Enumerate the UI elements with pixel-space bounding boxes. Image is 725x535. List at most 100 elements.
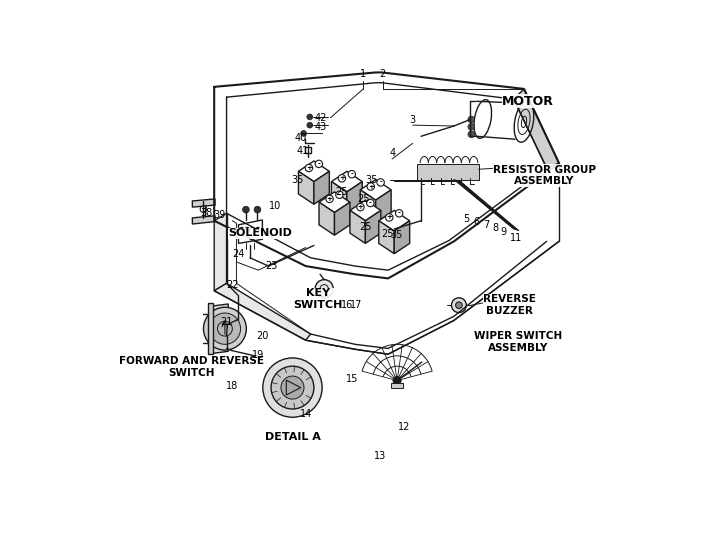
- Polygon shape: [347, 181, 362, 215]
- Polygon shape: [378, 210, 410, 231]
- Polygon shape: [391, 383, 403, 388]
- Text: 10: 10: [269, 201, 281, 211]
- Text: DETAIL A: DETAIL A: [265, 432, 321, 442]
- Text: 24: 24: [233, 249, 245, 259]
- Text: 13: 13: [373, 452, 386, 461]
- Text: -: -: [338, 192, 341, 198]
- Text: 8: 8: [492, 223, 498, 233]
- Polygon shape: [331, 181, 347, 215]
- Circle shape: [357, 203, 364, 211]
- Text: -: -: [369, 200, 372, 206]
- Text: 25: 25: [360, 222, 372, 232]
- Circle shape: [393, 377, 401, 385]
- Text: 17: 17: [349, 300, 362, 310]
- Text: -: -: [350, 171, 353, 177]
- Circle shape: [301, 131, 307, 136]
- Polygon shape: [299, 171, 314, 204]
- Text: 43: 43: [315, 122, 326, 132]
- Polygon shape: [304, 147, 310, 153]
- Text: 25: 25: [336, 187, 348, 197]
- Text: 19: 19: [252, 350, 265, 360]
- Circle shape: [200, 206, 207, 212]
- Text: REVERSE
BUZZER: REVERSE BUZZER: [483, 294, 536, 316]
- Text: 18: 18: [226, 381, 239, 391]
- Text: 12: 12: [398, 422, 410, 432]
- Text: +: +: [357, 204, 363, 210]
- Polygon shape: [239, 220, 262, 243]
- Polygon shape: [214, 284, 310, 340]
- Polygon shape: [207, 303, 212, 354]
- Text: 21: 21: [220, 317, 233, 327]
- Circle shape: [307, 123, 312, 128]
- Polygon shape: [360, 190, 376, 223]
- Circle shape: [307, 114, 312, 120]
- Text: 7: 7: [483, 220, 489, 230]
- Text: WIPER SWITCH
ASSEMBLY: WIPER SWITCH ASSEMBLY: [473, 332, 562, 353]
- Text: 35: 35: [390, 230, 402, 240]
- Polygon shape: [214, 213, 226, 291]
- Text: 5: 5: [463, 213, 469, 224]
- Text: FORWARD AND REVERSE
SWITCH: FORWARD AND REVERSE SWITCH: [119, 356, 264, 378]
- Text: +: +: [306, 165, 312, 171]
- Text: 38: 38: [200, 208, 212, 218]
- Circle shape: [336, 191, 343, 198]
- Polygon shape: [319, 192, 350, 212]
- Text: -: -: [379, 179, 382, 186]
- Polygon shape: [394, 221, 410, 254]
- Text: -: -: [398, 210, 401, 216]
- Circle shape: [386, 214, 393, 221]
- Circle shape: [305, 164, 312, 172]
- Polygon shape: [299, 161, 329, 181]
- Circle shape: [468, 124, 475, 130]
- Text: +: +: [339, 175, 345, 181]
- Circle shape: [367, 183, 374, 190]
- Text: 11: 11: [510, 233, 522, 243]
- Polygon shape: [417, 164, 478, 180]
- Text: 15: 15: [346, 374, 358, 384]
- Text: +: +: [386, 215, 392, 220]
- Polygon shape: [350, 200, 381, 221]
- Polygon shape: [314, 171, 329, 204]
- Text: 3: 3: [410, 115, 416, 125]
- Circle shape: [315, 160, 323, 167]
- Polygon shape: [365, 210, 381, 243]
- Circle shape: [338, 174, 346, 182]
- Text: 35: 35: [365, 174, 378, 185]
- Polygon shape: [192, 216, 215, 224]
- Circle shape: [271, 366, 314, 409]
- Text: 4: 4: [389, 148, 395, 158]
- Text: 25: 25: [381, 229, 394, 239]
- Text: 6: 6: [473, 217, 480, 226]
- Circle shape: [326, 195, 334, 203]
- Polygon shape: [514, 89, 559, 168]
- Polygon shape: [334, 202, 350, 235]
- Polygon shape: [376, 190, 391, 223]
- Text: 9: 9: [500, 227, 507, 237]
- Polygon shape: [360, 180, 391, 200]
- Circle shape: [367, 200, 374, 207]
- Circle shape: [281, 376, 304, 399]
- Circle shape: [395, 210, 403, 217]
- Circle shape: [468, 116, 475, 123]
- Circle shape: [243, 207, 249, 213]
- Circle shape: [452, 298, 466, 312]
- Text: 39: 39: [213, 210, 225, 219]
- Polygon shape: [192, 199, 215, 207]
- Polygon shape: [212, 304, 228, 354]
- Circle shape: [254, 207, 261, 213]
- Text: MOTOR: MOTOR: [502, 95, 554, 108]
- Text: +: +: [326, 196, 333, 202]
- Circle shape: [315, 280, 334, 298]
- Circle shape: [348, 171, 355, 178]
- Circle shape: [455, 302, 463, 309]
- Circle shape: [377, 179, 384, 186]
- Text: 40: 40: [294, 133, 307, 142]
- Text: 41: 41: [297, 146, 308, 156]
- Text: KEY
SWITCH: KEY SWITCH: [294, 288, 343, 310]
- Text: 23: 23: [265, 261, 278, 271]
- Polygon shape: [350, 210, 365, 243]
- Text: 22: 22: [226, 280, 239, 291]
- Text: -: -: [318, 161, 320, 167]
- Text: RESISTOR GROUP
ASSEMBLY: RESISTOR GROUP ASSEMBLY: [493, 165, 596, 186]
- Text: 2: 2: [380, 70, 386, 80]
